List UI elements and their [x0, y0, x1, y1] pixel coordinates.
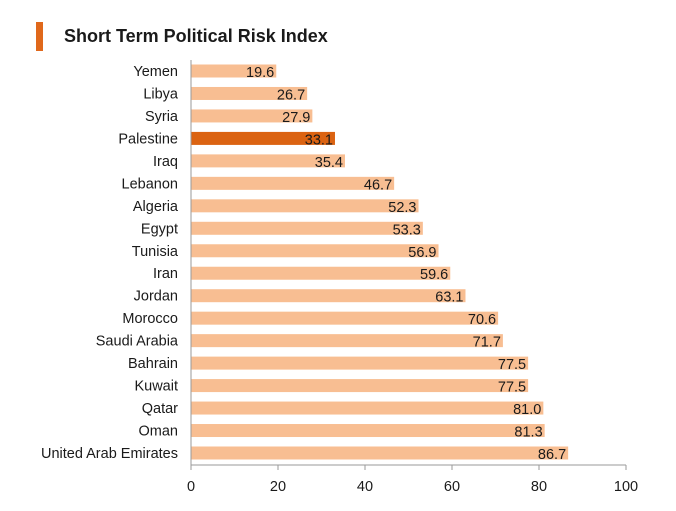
category-label: Tunisia — [132, 244, 179, 260]
category-label: Kuwait — [134, 379, 178, 395]
x-tick-label: 100 — [614, 479, 638, 495]
bar-palestine — [191, 131, 335, 145]
category-label: Saudi Arabia — [96, 334, 179, 350]
category-label: Qatar — [142, 401, 178, 417]
data-label: 70.6 — [468, 312, 496, 328]
data-label: 33.1 — [305, 132, 333, 148]
data-label: 81.3 — [514, 425, 542, 441]
category-label: Lebanon — [122, 176, 178, 192]
bar-yemen — [191, 64, 277, 78]
bar-algeria — [191, 199, 419, 213]
category-label: Palestine — [118, 131, 178, 147]
category-label: Algeria — [133, 199, 179, 215]
data-label: 77.5 — [498, 380, 526, 396]
bar-bahrain — [191, 356, 529, 370]
bar-morocco — [191, 311, 499, 325]
category-label: Libya — [143, 86, 179, 102]
bar-libya — [191, 86, 308, 100]
x-tick-label: 40 — [357, 479, 373, 495]
data-label: 52.3 — [388, 200, 416, 216]
category-label: Jordan — [134, 289, 178, 305]
bar-united-arab-emirates — [191, 446, 569, 460]
bar-qatar — [191, 401, 544, 415]
x-tick-label: 20 — [270, 479, 286, 495]
data-label: 19.6 — [246, 65, 274, 81]
category-label: Egypt — [141, 221, 178, 237]
data-label: 26.7 — [277, 87, 305, 103]
bar-oman — [191, 424, 545, 438]
category-label: Morocco — [122, 311, 178, 327]
data-label: 71.7 — [473, 335, 501, 351]
data-label: 46.7 — [364, 177, 392, 193]
category-label: Oman — [139, 424, 179, 440]
bar-lebanon — [191, 176, 395, 190]
data-label: 77.5 — [498, 357, 526, 373]
category-label: Bahrain — [128, 356, 178, 372]
data-label: 59.6 — [420, 267, 448, 283]
category-label: Iran — [153, 266, 178, 282]
bar-jordan — [191, 289, 466, 303]
data-label: 63.1 — [435, 290, 463, 306]
data-label: 56.9 — [408, 245, 436, 261]
bar-syria — [191, 109, 313, 123]
bar-egypt — [191, 221, 423, 235]
bar-kuwait — [191, 379, 529, 393]
category-label: Iraq — [153, 154, 178, 170]
category-label: Syria — [145, 109, 179, 125]
data-label: 86.7 — [538, 447, 566, 463]
category-label: United Arab Emirates — [41, 446, 178, 462]
chart-title: Short Term Political Risk Index — [64, 26, 328, 46]
data-label: 27.9 — [282, 110, 310, 126]
bar-tunisia — [191, 244, 439, 258]
bar-iran — [191, 266, 451, 280]
data-label: 81.0 — [513, 402, 541, 418]
x-tick-label: 0 — [187, 479, 195, 495]
bar-iraq — [191, 154, 345, 168]
x-tick-label: 60 — [444, 479, 460, 495]
x-tick-label: 80 — [531, 479, 547, 495]
title-accent-bar — [36, 22, 43, 51]
bar-saudi-arabia — [191, 334, 503, 348]
data-label: 53.3 — [393, 222, 421, 238]
data-label: 35.4 — [315, 155, 343, 171]
category-label: Yemen — [133, 64, 178, 80]
